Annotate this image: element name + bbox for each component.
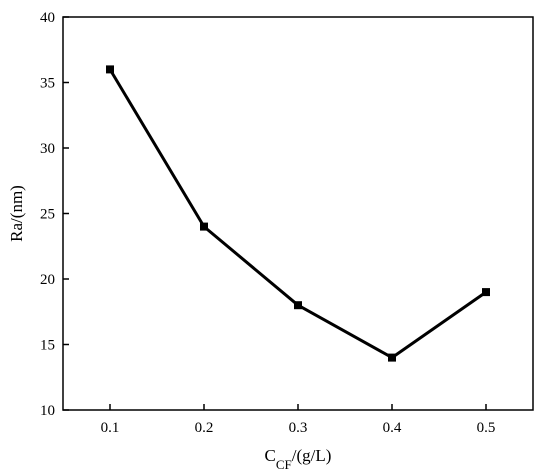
x-tick-label-3: 0.4 xyxy=(383,420,402,436)
data-point-3 xyxy=(388,353,396,362)
tick-labels: 0.1 0.2 0.3 0.4 0.5 10 15 20 25 30 35 40 xyxy=(40,10,495,436)
data-series xyxy=(106,65,490,362)
y-axis-title: Ra/(nm) xyxy=(7,185,26,242)
x-axis-title-subscript: CF xyxy=(276,457,292,472)
x-tick-label-2: 0.3 xyxy=(289,420,308,436)
data-point-4 xyxy=(482,288,490,297)
series-line-0 xyxy=(108,68,487,360)
data-point-2 xyxy=(294,301,302,310)
axis-ticks xyxy=(63,16,487,411)
y-tick-label-0: 10 xyxy=(40,403,55,419)
data-point-0 xyxy=(106,65,114,74)
x-tick-label-0: 0.1 xyxy=(101,420,120,436)
x-tick-label-4: 0.5 xyxy=(477,420,496,436)
x-tick-label-1: 0.2 xyxy=(195,420,214,436)
y-tick-label-6: 40 xyxy=(40,10,55,26)
y-tick-label-4: 30 xyxy=(40,141,55,157)
y-tick-label-2: 20 xyxy=(40,272,55,288)
x-axis-title: CCF/(g/L) xyxy=(265,446,332,472)
data-point-1 xyxy=(200,222,208,231)
y-tick-label-1: 15 xyxy=(40,338,55,354)
x-axis-title-unit: /(g/L) xyxy=(292,446,332,465)
y-tick-label-3: 25 xyxy=(40,207,55,223)
x-axis-title-main: C xyxy=(265,446,276,465)
y-tick-label-5: 35 xyxy=(40,76,55,92)
plot-frame xyxy=(62,16,534,411)
